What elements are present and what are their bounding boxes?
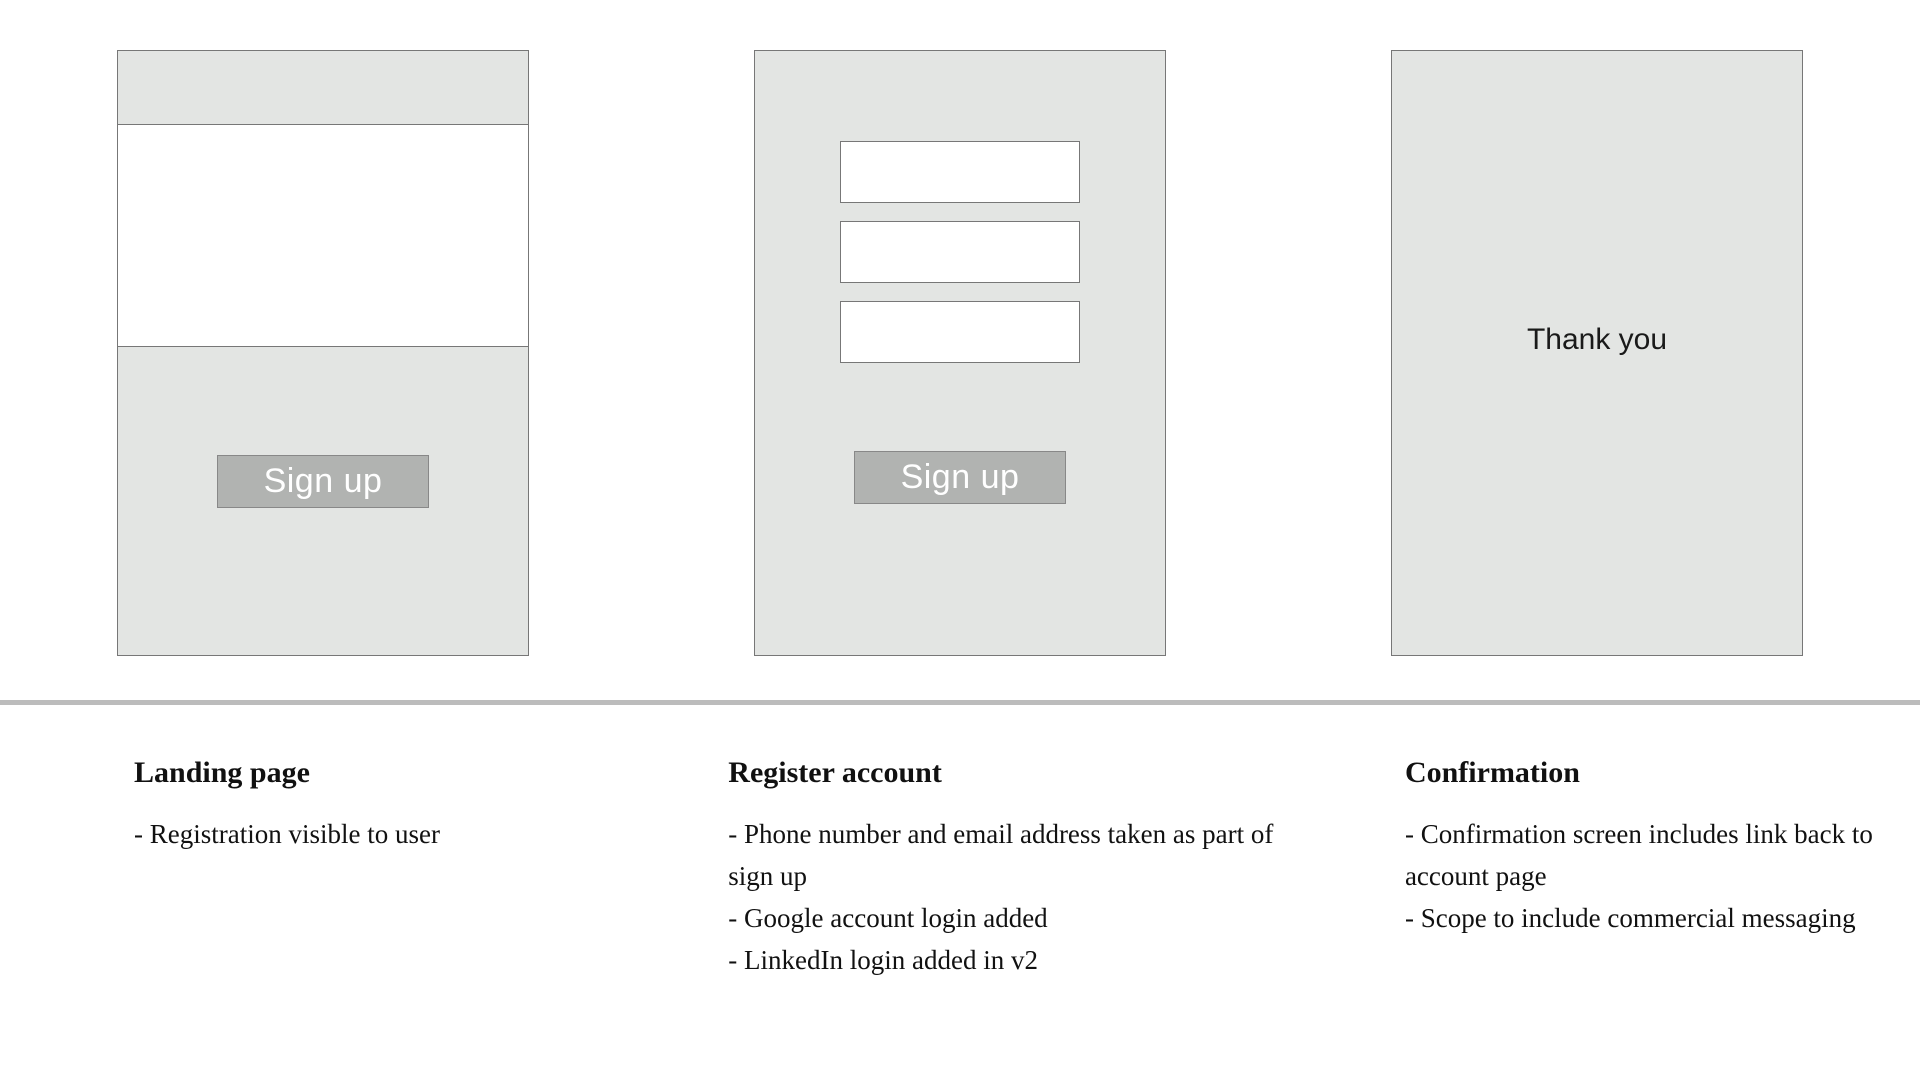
register-field-1[interactable]: [840, 141, 1080, 203]
caption-item: - Phone number and email address taken a…: [728, 814, 1283, 898]
thank-you-text: Thank you: [1527, 323, 1667, 357]
caption-confirmation: Confirmation - Confirmation screen inclu…: [1405, 756, 1920, 981]
captions-row: Landing page - Registration visible to u…: [0, 756, 1920, 981]
caption-landing: Landing page - Registration visible to u…: [134, 756, 728, 981]
caption-list: - Confirmation screen includes link back…: [1405, 814, 1920, 940]
caption-title: Landing page: [134, 756, 728, 790]
caption-register: Register account - Phone number and emai…: [728, 756, 1283, 981]
register-form: Sign up: [755, 51, 1165, 655]
caption-item: - Confirmation screen includes link back…: [1405, 814, 1920, 898]
wireframe-storyboard: Sign up Sign up Thank you Landing page: [0, 0, 1920, 1080]
signup-button[interactable]: Sign up: [217, 455, 429, 508]
caption-list: - Phone number and email address taken a…: [728, 814, 1283, 981]
landing-phone-frame: Sign up: [117, 50, 529, 656]
caption-item: - Registration visible to user: [134, 814, 728, 856]
register-field-2[interactable]: [840, 221, 1080, 283]
caption-title: Register account: [728, 756, 1283, 790]
confirmation-phone-frame: Thank you: [1391, 50, 1803, 656]
landing-hero-area: [118, 125, 528, 347]
signup-button[interactable]: Sign up: [854, 451, 1066, 504]
caption-item: - LinkedIn login added in v2: [728, 940, 1283, 982]
caption-item: - Scope to include commercial messaging: [1405, 898, 1920, 940]
caption-title: Confirmation: [1405, 756, 1920, 790]
register-phone-frame: Sign up: [754, 50, 1166, 656]
register-field-3[interactable]: [840, 301, 1080, 363]
mockups-row: Sign up Sign up Thank you: [0, 50, 1920, 670]
landing-header-bar: [118, 51, 528, 125]
section-divider: [0, 700, 1920, 705]
confirmation-body: Thank you: [1392, 51, 1802, 655]
landing-body: Sign up: [118, 347, 528, 655]
caption-list: - Registration visible to user: [134, 814, 728, 856]
caption-item: - Google account login added: [728, 898, 1283, 940]
